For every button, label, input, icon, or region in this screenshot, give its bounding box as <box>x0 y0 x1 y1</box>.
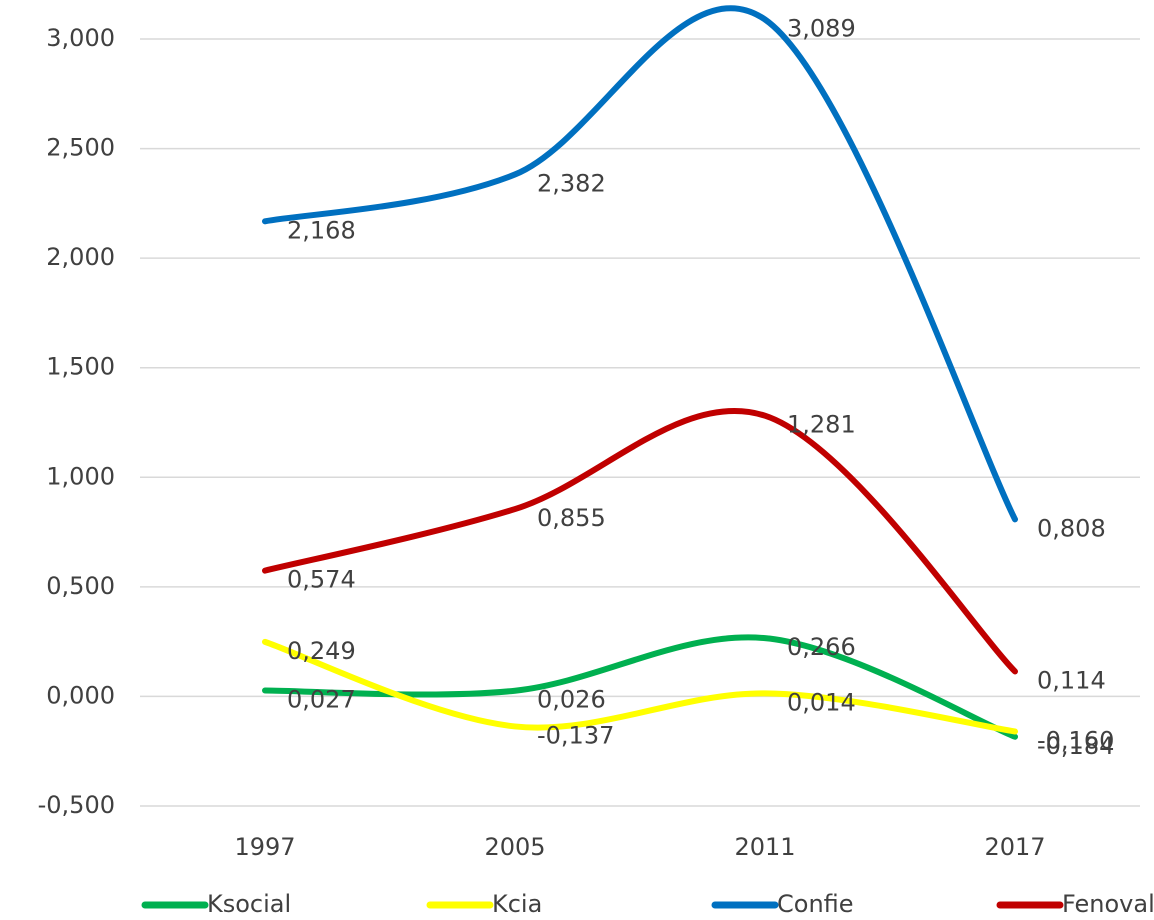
data-label: 0,574 <box>287 566 356 594</box>
legend-label: Kcia <box>492 890 542 918</box>
data-label: 0,114 <box>1037 666 1106 694</box>
data-label: -0,160 <box>1037 726 1114 754</box>
legend-label: Fenoval <box>1062 890 1154 918</box>
data-label: 2,382 <box>537 169 606 197</box>
legend-label: Confie <box>777 890 854 918</box>
data-label: 0,027 <box>287 686 356 714</box>
data-label: -0,137 <box>537 721 614 749</box>
x-tick-label: 2011 <box>734 833 795 861</box>
x-tick-label: 2017 <box>984 833 1045 861</box>
data-label: 0,014 <box>787 688 856 716</box>
y-tick-label: -0,500 <box>38 791 115 819</box>
y-tick-label: 1,500 <box>46 353 115 381</box>
x-tick-label: 2005 <box>484 833 545 861</box>
series-line <box>262 634 1018 740</box>
series-line <box>262 5 1018 523</box>
y-tick-label: 2,000 <box>46 243 115 271</box>
data-label: 3,089 <box>787 14 856 42</box>
y-tick-label: 2,500 <box>46 134 115 162</box>
y-tick-label: 0,500 <box>46 572 115 600</box>
y-tick-label: 3,000 <box>46 24 115 52</box>
series-line <box>262 638 1018 735</box>
y-tick-label: 1,000 <box>46 462 115 490</box>
series-line <box>262 407 1018 675</box>
data-label: 0,026 <box>537 686 606 714</box>
legend-label: Ksocial <box>207 890 291 918</box>
data-label: 0,266 <box>787 633 856 661</box>
data-label: 1,281 <box>787 411 856 439</box>
data-label: -0,184 <box>1037 732 1114 760</box>
x-tick-label: 1997 <box>234 833 295 861</box>
data-label: 2,168 <box>287 216 356 244</box>
data-label: 0,855 <box>537 504 606 532</box>
data-label: 0,808 <box>1037 514 1106 542</box>
y-tick-label: 0,000 <box>46 681 115 709</box>
data-label: 0,249 <box>287 637 356 665</box>
